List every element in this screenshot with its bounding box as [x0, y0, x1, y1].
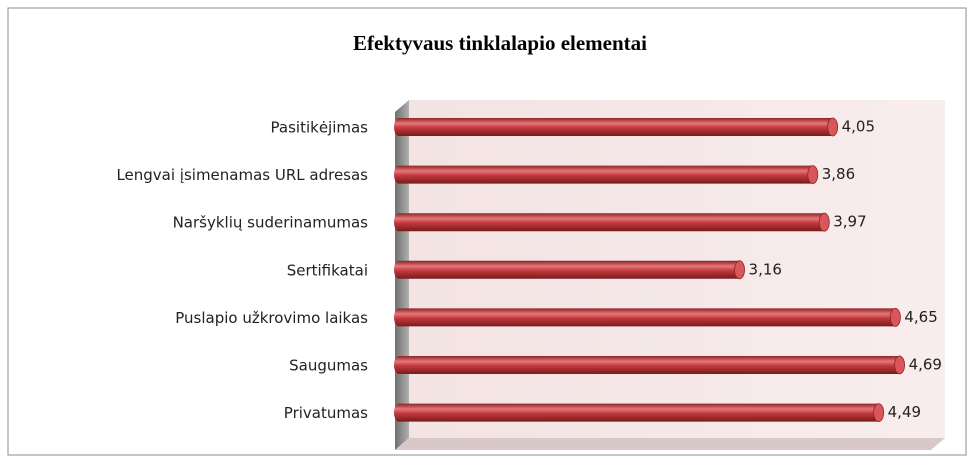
bar: [394, 403, 884, 422]
bar-cap: [734, 260, 745, 280]
value-label: 4,49: [888, 403, 921, 421]
bar: [394, 165, 818, 184]
y-tick-label: Puslapio užkrovimo laikas: [175, 309, 368, 327]
y-tick-label: Saugumas: [289, 357, 368, 375]
value-label: 4,69: [909, 356, 942, 374]
bar: [394, 356, 905, 374]
bar: [394, 118, 838, 136]
value-label: 3,97: [833, 213, 866, 231]
y-tick-label: Lengvai įsimenamas URL adresas: [116, 166, 368, 184]
bar-cap: [827, 117, 839, 137]
value-label: 3,86: [822, 165, 855, 183]
plot-floor: [395, 438, 945, 450]
y-tick-label: Sertifikatai: [287, 261, 368, 279]
bar-cap: [873, 403, 885, 423]
bar-cap: [894, 355, 905, 375]
value-label: 4,65: [904, 308, 937, 326]
y-tick-label: Privatumas: [284, 404, 368, 422]
value-label: 4,05: [842, 118, 875, 136]
y-tick-label: Pasitikėjimas: [271, 119, 369, 137]
chart-title: Efektyvaus tinklalapio elementai: [353, 31, 647, 55]
bar-cap: [807, 165, 819, 185]
bar: [394, 260, 745, 279]
bar: [394, 308, 901, 327]
bar-cap: [818, 212, 830, 232]
y-tick-label: Naršyklių suderinamumas: [173, 214, 369, 232]
value-label: 3,16: [749, 260, 782, 278]
bar-cap: [889, 307, 901, 327]
bar: [394, 213, 830, 232]
